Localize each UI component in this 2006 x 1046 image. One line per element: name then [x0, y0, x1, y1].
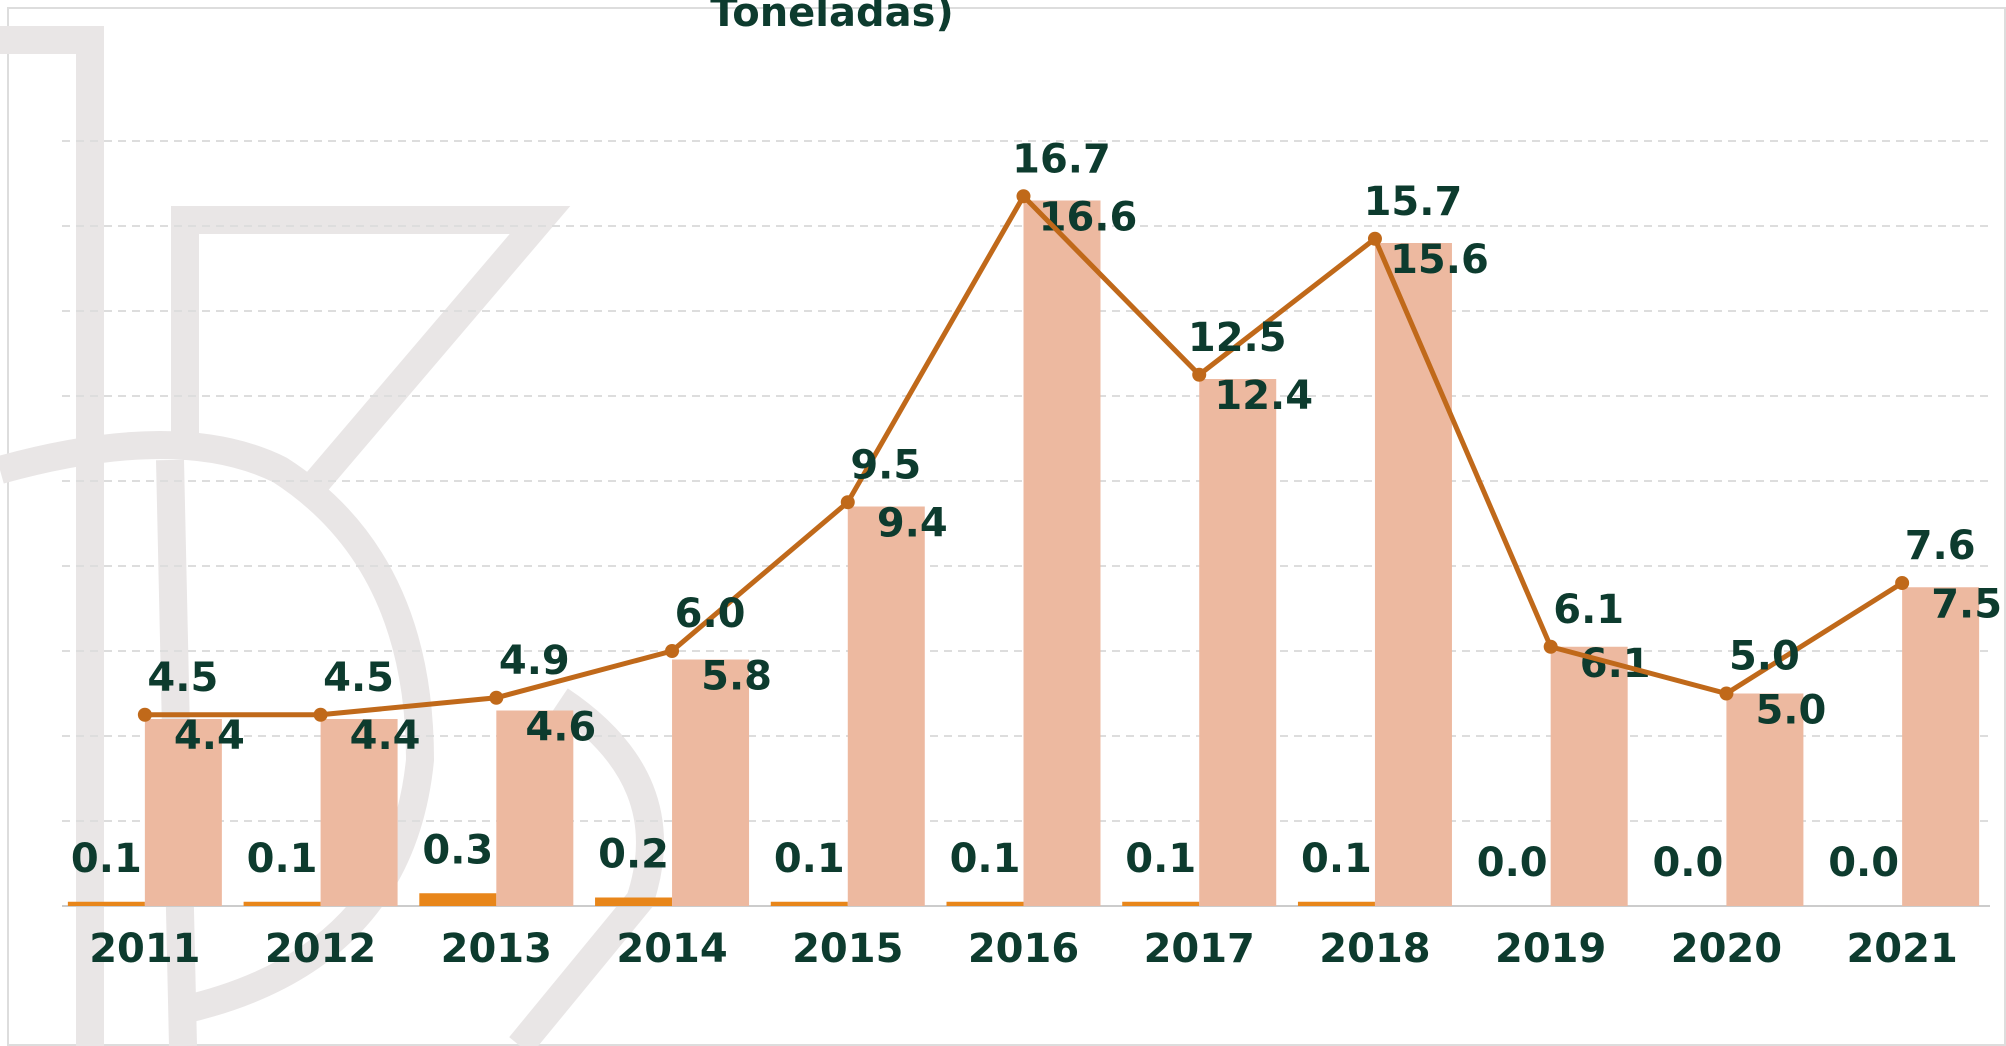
bar [320, 719, 398, 906]
value-label: 6.0 [675, 591, 746, 637]
x-tick-label: 2016 [968, 926, 1079, 972]
bar [1199, 379, 1277, 906]
value-label: 0.1 [774, 836, 845, 882]
value-label: 15.6 [1390, 237, 1489, 283]
value-label: 4.4 [350, 713, 421, 759]
bar [496, 710, 574, 906]
bar [847, 506, 925, 906]
line-point [1367, 231, 1382, 246]
value-label: 16.7 [1012, 136, 1111, 182]
bar [1902, 587, 1980, 906]
bar [770, 901, 848, 906]
value-label: 5.0 [1729, 634, 1800, 680]
value-label: 0.1 [71, 836, 142, 882]
bar [672, 659, 750, 906]
line-point [1192, 367, 1207, 382]
x-tick-label: 2011 [89, 926, 200, 972]
value-label: 0.1 [1301, 836, 1372, 882]
line-point [313, 707, 328, 722]
bar [243, 901, 321, 906]
value-label: 0.0 [1828, 840, 1899, 886]
value-label: 4.9 [499, 638, 570, 684]
line-point [489, 690, 504, 705]
bar [595, 897, 673, 906]
value-label: 0.0 [1477, 840, 1548, 886]
value-label: 7.6 [1905, 523, 1976, 569]
value-label: 0.1 [1125, 836, 1196, 882]
value-label: 5.0 [1755, 688, 1826, 734]
x-tick-label: 2012 [265, 926, 376, 972]
chart-frame [7, 7, 2006, 1046]
watermark-stroke [171, 206, 571, 500]
bar [1726, 693, 1804, 906]
value-label: 16.6 [1039, 195, 1138, 241]
value-label: 9.4 [877, 501, 948, 547]
value-label: 0.1 [247, 836, 318, 882]
line-point [665, 644, 680, 658]
x-tick-label: 2018 [1319, 926, 1430, 972]
bar [1023, 200, 1101, 906]
watermark-stroke [509, 688, 664, 1046]
line-point [1543, 639, 1558, 654]
value-label: 4.5 [147, 655, 218, 701]
chart-title: Toneladas) [710, 0, 953, 36]
value-label: 4.4 [174, 713, 245, 759]
bar [1297, 901, 1375, 906]
line-point [137, 707, 152, 722]
value-label: 0.3 [422, 827, 493, 873]
value-label: 0.2 [598, 832, 669, 878]
value-label: 9.5 [850, 442, 921, 488]
bar [419, 893, 497, 906]
line-point [840, 495, 855, 510]
watermark-stroke [0, 26, 104, 1046]
value-label: 6.1 [1553, 587, 1624, 633]
value-label: 4.5 [323, 655, 394, 701]
x-tick-label: 2021 [1846, 926, 1957, 972]
x-tick-label: 2019 [1495, 926, 1606, 972]
bar [1122, 901, 1200, 906]
value-label: 15.7 [1364, 179, 1463, 225]
x-tick-label: 2015 [792, 926, 903, 972]
x-tick-label: 2017 [1144, 926, 1255, 972]
value-label: 12.4 [1214, 373, 1313, 419]
x-tick-label: 2020 [1671, 926, 1782, 972]
bar [67, 901, 145, 906]
x-tick-label: 2014 [616, 926, 727, 972]
watermark [0, 26, 664, 1046]
x-tick-label: 2013 [441, 926, 552, 972]
value-label: 0.1 [950, 836, 1021, 882]
line-point [1895, 576, 1910, 590]
bar [946, 901, 1024, 906]
bar [144, 719, 222, 906]
value-label: 12.5 [1188, 315, 1287, 361]
line-point [1016, 189, 1031, 204]
value-label: 4.6 [525, 705, 596, 751]
bar [1550, 646, 1628, 906]
bar [1374, 243, 1452, 906]
value-label: 5.8 [701, 654, 772, 700]
value-label: 0.0 [1652, 840, 1723, 886]
line-point [1719, 686, 1734, 701]
value-label: 7.5 [1931, 581, 2002, 627]
